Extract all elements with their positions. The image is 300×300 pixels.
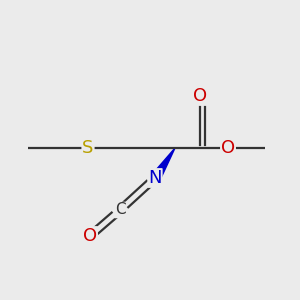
Text: O: O bbox=[83, 227, 97, 245]
Text: S: S bbox=[82, 139, 94, 157]
Text: N: N bbox=[148, 169, 162, 187]
Text: C: C bbox=[115, 202, 125, 217]
Text: O: O bbox=[221, 139, 235, 157]
Polygon shape bbox=[149, 148, 175, 178]
Text: O: O bbox=[193, 87, 207, 105]
